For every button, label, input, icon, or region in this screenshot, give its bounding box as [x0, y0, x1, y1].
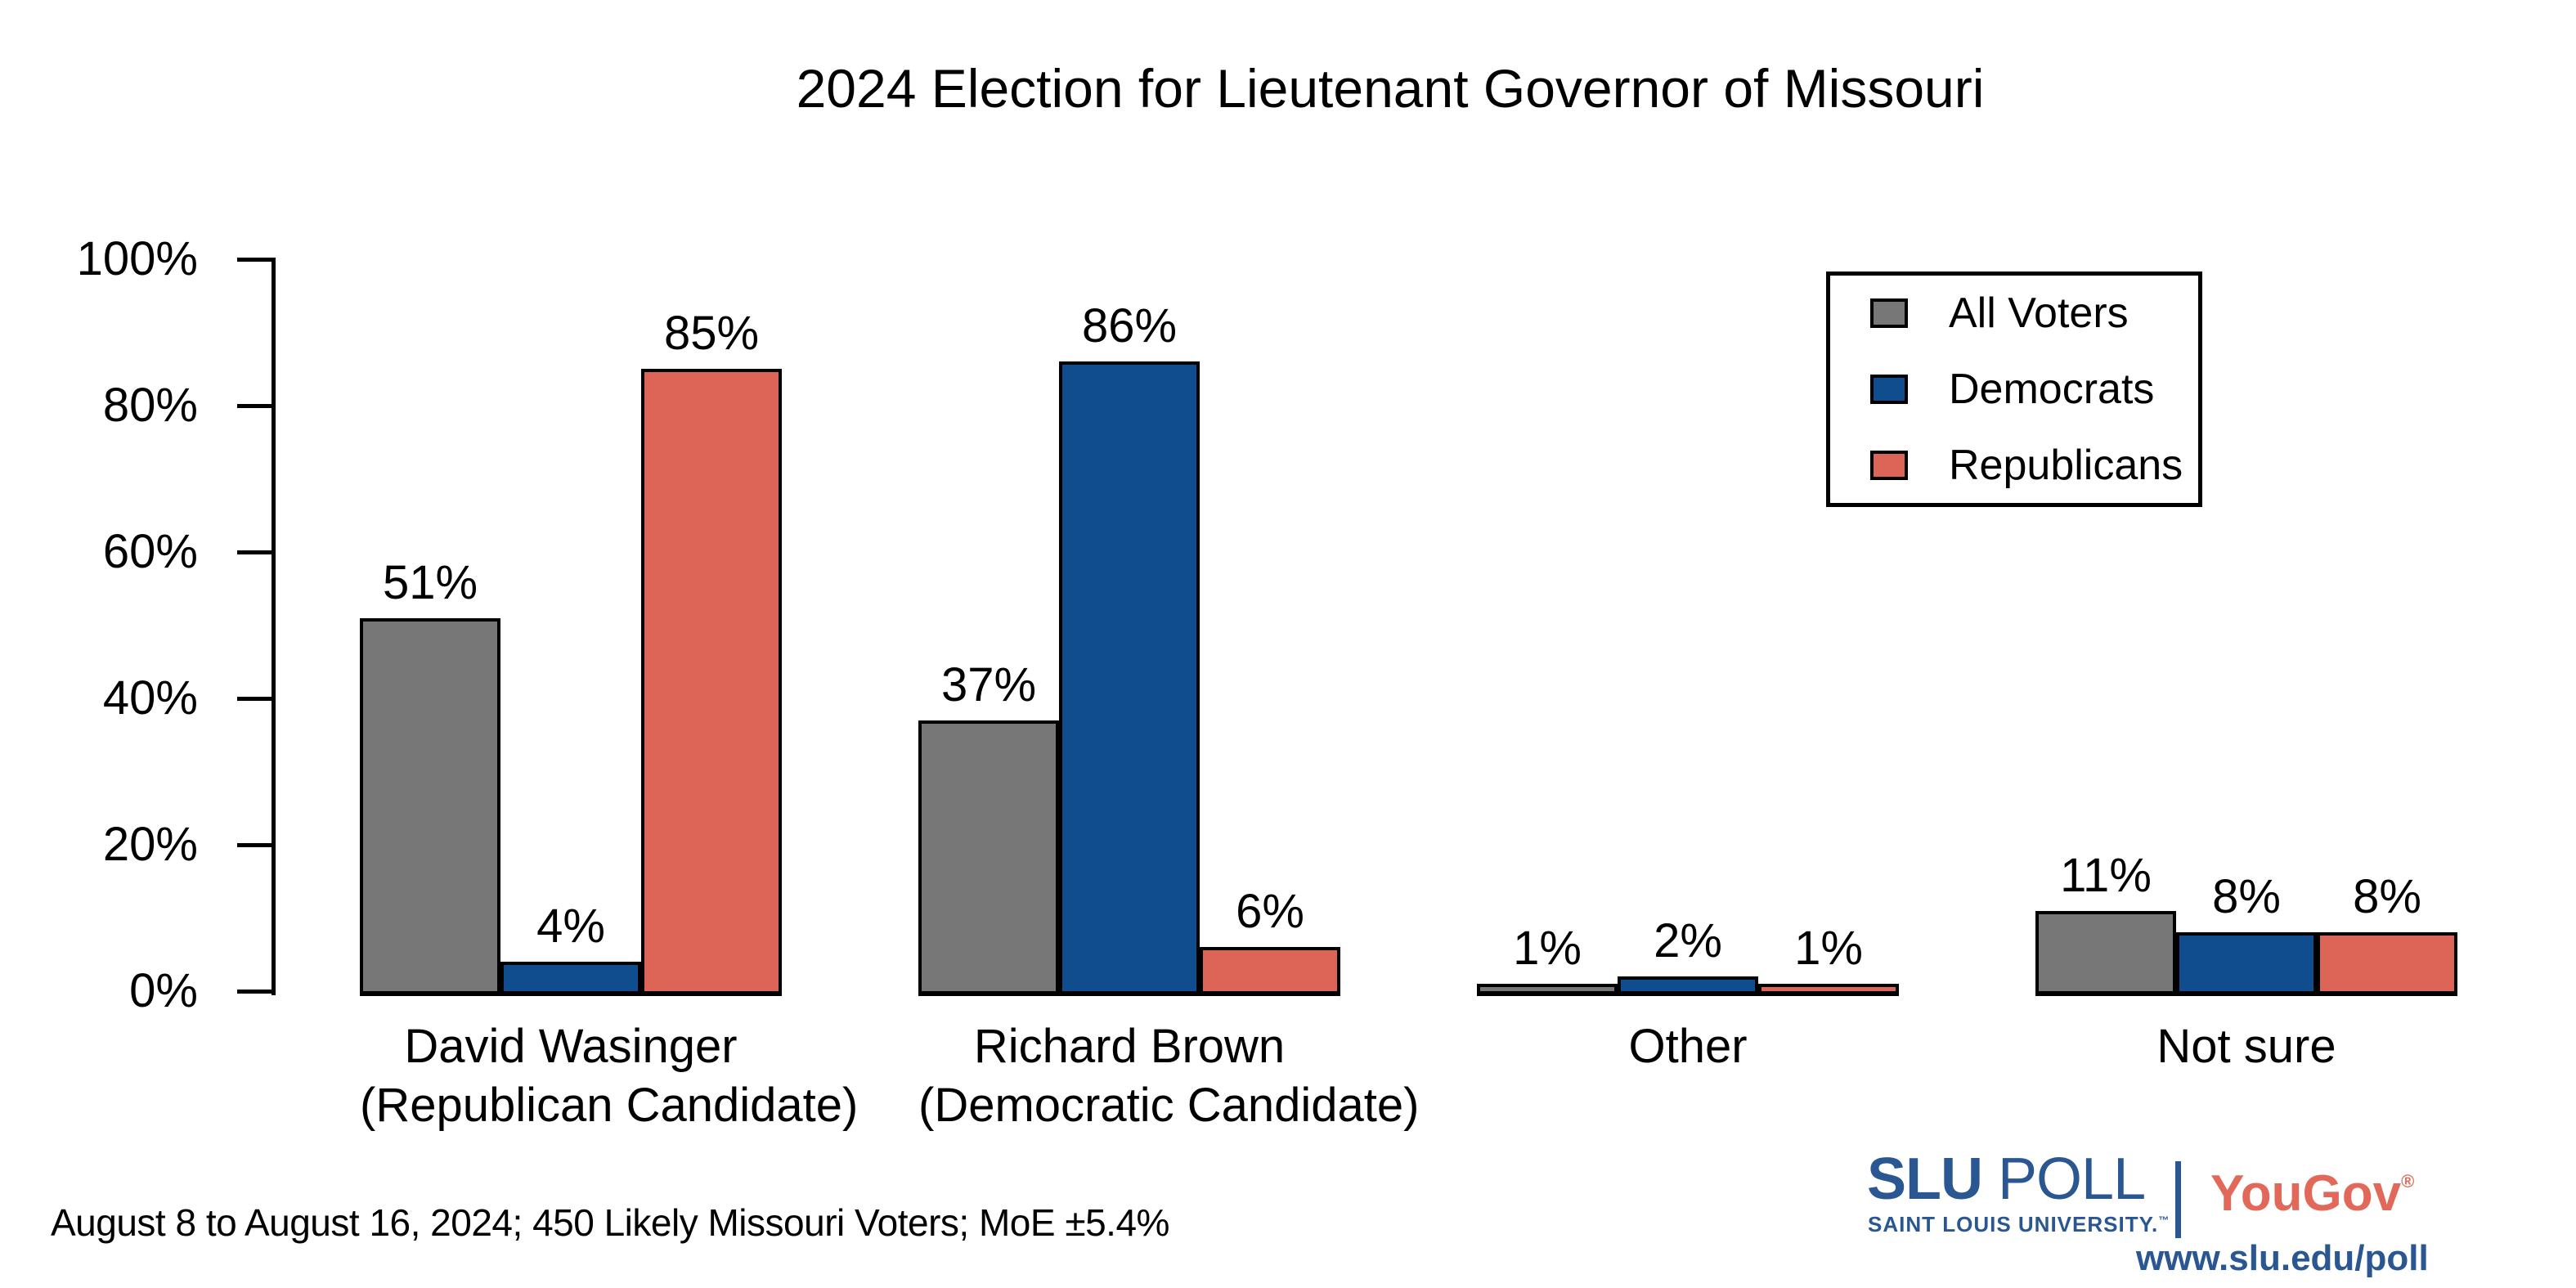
x-category-label: Not sure — [2035, 1017, 2457, 1076]
legend-label-democrats: Democrats — [1949, 366, 2155, 413]
bar-republicans — [1200, 947, 1340, 991]
legend-row-democrats: Democrats — [1870, 365, 2198, 414]
y-tick-40 — [237, 697, 275, 701]
bar-group-bars: 37% 86% 6% — [918, 259, 1340, 996]
legend: All Voters Democrats Republicans — [1826, 272, 2202, 507]
y-tick-80 — [237, 404, 275, 408]
x-category-label-line1: Other — [1628, 1020, 1748, 1073]
bar-all-voters — [1477, 984, 1618, 991]
chart-title: 2024 Election for Lieutenant Governor of… — [796, 58, 1985, 119]
bar-cell-republicans: 6% — [1200, 884, 1340, 991]
registered-symbol: ® — [2401, 1171, 2415, 1192]
bar-cell-democrats: 86% — [1059, 298, 1200, 991]
y-tick-100 — [237, 258, 275, 262]
legend-swatch-all-voters — [1870, 298, 1908, 328]
bar-cell-all-voters: 37% — [918, 657, 1059, 991]
y-tick-60 — [237, 550, 275, 554]
logo-divider — [2175, 1161, 2181, 1238]
bar-cell-democrats: 2% — [1618, 913, 1758, 991]
bar-democrats — [2176, 932, 2317, 991]
yougov-logo: YouGov® — [2210, 1165, 2414, 1223]
bar-group-bars: 51% 4% 85% — [360, 259, 782, 996]
bar-value-label: 11% — [2060, 849, 2152, 902]
bar-cell-all-voters: 11% — [2035, 848, 2176, 991]
y-tick-0 — [237, 990, 275, 994]
bar-cell-democrats: 8% — [2176, 869, 2317, 991]
x-category-label-line1: David Wasinger — [404, 1020, 738, 1073]
y-tick-label: 0% — [129, 964, 198, 1017]
bar-republicans — [1758, 984, 1899, 991]
bar-value-label: 2% — [1654, 914, 1722, 967]
bar-cell-all-voters: 51% — [360, 555, 500, 991]
y-tick-label: 20% — [102, 818, 198, 871]
legend-swatch-republicans — [1870, 451, 1908, 480]
slu-logo-light: POLL — [1982, 1147, 2146, 1212]
legend-row-republicans: Republicans — [1870, 441, 2198, 490]
legend-swatch-democrats — [1870, 375, 1908, 404]
slu-university-wordmark: SAINT LOUIS UNIVERSITY.™ — [1868, 1212, 2170, 1237]
bar-value-label: 86% — [1081, 299, 1178, 352]
x-category-label: Other — [1477, 1017, 1899, 1076]
x-category-label-line2: (Republican Candidate) — [360, 1079, 859, 1132]
bar-group-bars: 11% 8% 8% — [2035, 259, 2457, 996]
bar-value-label: 8% — [2212, 870, 2281, 923]
bar-all-voters — [2035, 911, 2176, 991]
bar-cell-republicans: 8% — [2317, 869, 2457, 991]
bar-value-label: 6% — [1236, 885, 1304, 938]
bar-cell-republicans: 85% — [641, 306, 782, 991]
bar-value-label: 51% — [382, 556, 478, 609]
y-axis-line — [272, 258, 276, 995]
bar-democrats — [1059, 361, 1200, 991]
yougov-text: YouGov — [2210, 1165, 2402, 1222]
slu-poll-url: www.slu.edu/poll — [2136, 1238, 2429, 1278]
bar-all-voters — [360, 618, 500, 991]
bar-republicans — [641, 369, 782, 991]
slu-university-text: SAINT LOUIS UNIVERSITY. — [1868, 1212, 2159, 1236]
bar-value-label: 4% — [536, 900, 605, 953]
bar-republicans — [2317, 932, 2457, 991]
legend-row-all-voters: All Voters — [1870, 289, 2198, 338]
bar-group-bars: 1% 2% 1% — [1477, 259, 1899, 996]
legend-label-all-voters: All Voters — [1949, 289, 2129, 337]
y-tick-20 — [237, 843, 275, 847]
bar-group-richard-brown: 37% 86% 6% Richard Brown (Democratic Can… — [918, 259, 1420, 1135]
x-category-label-line1: Richard Brown — [973, 1020, 1286, 1073]
slu-poll-logo: SLU POLL — [1867, 1147, 2146, 1212]
bar-cell-republicans: 1% — [1758, 921, 1899, 991]
trademark-symbol: ™ — [2158, 1214, 2170, 1227]
bar-cell-all-voters: 1% — [1477, 921, 1618, 991]
bar-value-label: 8% — [2353, 870, 2421, 923]
bar-all-voters — [918, 720, 1059, 991]
slu-logo-strong: SLU — [1867, 1147, 1983, 1212]
x-category-label-line1: Not sure — [2156, 1020, 2336, 1073]
legend-label-republicans: Republicans — [1949, 442, 2183, 489]
bar-value-label: 1% — [1794, 922, 1863, 975]
x-category-label-line2: (Democratic Candidate) — [918, 1079, 1420, 1132]
bar-value-label: 37% — [940, 658, 1037, 711]
y-tick-label: 80% — [102, 379, 198, 432]
bar-group-other: 1% 2% 1% Other — [1477, 259, 1899, 1076]
methodology-note: August 8 to August 16, 2024; 450 Likely … — [51, 1201, 1169, 1244]
y-tick-label: 60% — [102, 525, 198, 578]
x-category-label: Richard Brown (Democratic Candidate) — [918, 1017, 1420, 1135]
bar-cell-democrats: 4% — [500, 899, 641, 991]
y-tick-label: 40% — [102, 671, 198, 725]
bar-group-david-wasinger: 51% 4% 85% David Wasinger (Republican Ca… — [360, 259, 859, 1135]
bar-group-not-sure: 11% 8% 8% Not sure — [2035, 259, 2457, 1076]
y-tick-label: 100% — [76, 232, 198, 285]
bar-democrats — [500, 962, 641, 991]
bar-value-label: 1% — [1513, 922, 1582, 975]
x-category-label: David Wasinger (Republican Candidate) — [360, 1017, 859, 1135]
bar-value-label: 85% — [663, 307, 760, 360]
bar-democrats — [1618, 976, 1758, 991]
